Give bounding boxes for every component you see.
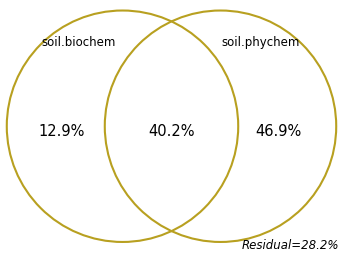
Text: Residual=28.2%: Residual=28.2% [242,240,340,252]
Text: 46.9%: 46.9% [255,124,301,139]
Text: 12.9%: 12.9% [38,124,84,139]
Text: soil.biochem: soil.biochem [42,36,116,49]
Text: 40.2%: 40.2% [148,124,195,139]
Text: soil.phychem: soil.phychem [222,36,300,49]
